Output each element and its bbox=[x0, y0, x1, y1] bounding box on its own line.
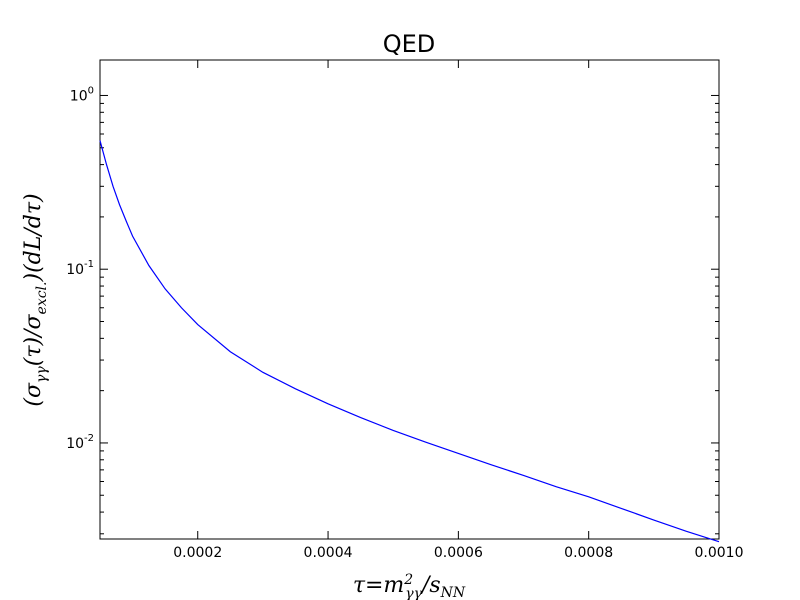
x-tick-label: 0.0006 bbox=[434, 545, 483, 561]
y-tick-label: 10-1 bbox=[66, 259, 94, 278]
chart-title: QED bbox=[383, 30, 436, 58]
y-axis-label: (σγγ(τ)/σexcl.)(dL/dτ) bbox=[21, 193, 50, 406]
x-tick-label: 0.0004 bbox=[304, 545, 353, 561]
y-axis-ticks: 100 10-1 10-2 bbox=[66, 85, 719, 535]
plot-area bbox=[99, 59, 720, 540]
x-tick-label: 0.0008 bbox=[564, 545, 613, 561]
x-axis-label: τ=m2 γγ/sNN bbox=[353, 572, 466, 600]
y-tick-label: 100 bbox=[70, 85, 94, 104]
x-tick-label: 0.0002 bbox=[173, 545, 222, 561]
svg-text:(σγγ(τ)/σexcl.)(dL/dτ): (σγγ(τ)/σexcl.)(dL/dτ) bbox=[21, 193, 50, 406]
y-tick-label: 10-2 bbox=[66, 433, 94, 452]
x-tick-label: 0.0010 bbox=[695, 545, 744, 561]
series-line bbox=[99, 140, 720, 543]
x-axis-ticks: 0.0002 0.0004 0.0006 0.0008 0.0010 bbox=[173, 60, 744, 561]
